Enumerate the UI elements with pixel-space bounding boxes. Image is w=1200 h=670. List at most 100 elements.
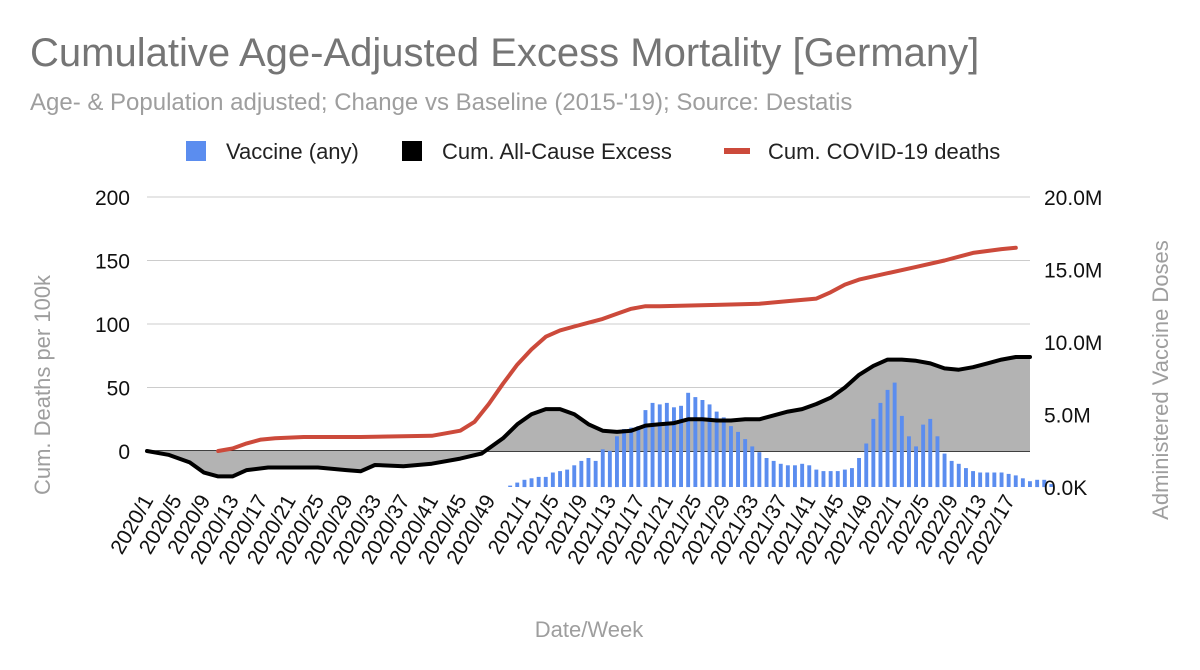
x-axis-title: Date/Week [535,617,644,642]
vaccine-bar [821,471,826,487]
vaccine-bar [921,424,926,487]
all-cause-area-fill [147,357,1030,477]
vaccine-bar [942,453,947,487]
vaccine-bar [771,460,776,487]
legend-swatch-vaccine [186,141,206,161]
vaccine-bars [508,382,1054,488]
left-tick-label: 200 [95,187,130,210]
vaccine-bar [593,460,598,487]
vaccine-bar [1049,484,1054,487]
legend-label-all-cause: Cum. All-Cause Excess [442,139,672,164]
vaccine-bar [935,436,940,488]
vaccine-bar [850,468,854,487]
right-tick-label: 0.0K [1044,477,1087,500]
vaccine-bar [743,439,748,487]
vaccine-bar [736,431,740,487]
vaccine-bar [636,426,641,487]
legend-item-all-cause[interactable]: Cum. All-Cause Excess [402,139,672,164]
vaccine-bar [764,458,769,487]
right-axis-title: Administered Vaccine Doses [1148,240,1173,520]
vaccine-bar [878,402,883,487]
vaccine-bar [700,400,705,487]
legend-item-vaccine[interactable]: Vaccine (any) [186,139,359,164]
right-tick-label: 10.0M [1044,332,1102,355]
vaccine-bar [999,472,1004,487]
vaccine-bar [1020,478,1025,487]
vaccine-bar [572,465,577,488]
vaccine-bar [857,458,861,487]
legend: Vaccine (any) Cum. All-Cause Excess Cum.… [186,139,1000,164]
vaccine-bar [985,472,990,487]
x-axis-ticks: 2020/12020/52020/92020/132020/172020/212… [106,491,1020,568]
vaccine-bar [729,426,733,487]
left-axis-ticks: 200 150 100 50 0 [95,187,130,464]
vaccine-bar [536,476,541,487]
vaccine-bar [885,389,890,487]
series-lines [145,245,1032,479]
vaccine-bar [714,411,719,487]
vaccine-bar [800,463,805,487]
vaccine-bar [907,436,911,488]
left-tick-label: 150 [95,251,130,274]
vaccine-bar [914,446,918,487]
vaccine-bar [871,418,876,487]
covid-deaths-line [216,245,1018,453]
vaccine-bar [1028,481,1032,487]
vaccine-bar [679,405,683,487]
all-cause-area [147,357,1030,477]
vaccine-bar [978,472,983,487]
vaccine-bar [814,469,819,487]
vaccine-bar [579,460,584,487]
vaccine-bar [828,471,833,487]
vaccine-bar [543,476,548,487]
vaccine-bar [664,402,669,487]
vaccine-bar [956,463,961,487]
vaccine-bar [778,463,783,487]
vaccine-bar [650,402,655,487]
vaccine-bar [607,450,612,488]
vaccine-bar [508,485,513,487]
legend-label-covid: Cum. COVID-19 deaths [768,139,1000,164]
vaccine-bar [949,460,954,487]
vaccine-bar [622,429,626,487]
vaccine-bar [1042,479,1047,488]
right-tick-label: 5.0M [1044,405,1091,428]
vaccine-bar [971,471,975,487]
vaccine-bar [565,469,570,487]
vaccine-bar [992,472,997,487]
vaccine-bar [707,404,712,487]
right-tick-label: 15.0M [1044,260,1102,283]
vaccine-bar [586,458,591,487]
vaccine-bar [750,446,755,487]
right-axis-ticks: 20.0M 15.0M 10.0M 5.0M 0.0K [1044,187,1102,500]
vaccine-bar [643,410,648,487]
vaccine-bar [657,404,662,487]
vaccine-bar [928,418,933,487]
vaccine-bar [693,397,698,487]
vaccine-bar [600,449,605,487]
legend-label-vaccine: Vaccine (any) [226,139,359,164]
vaccine-bar [615,436,619,488]
vaccine-bar [721,417,726,487]
vaccine-bar [1013,475,1018,487]
left-tick-label: 50 [107,378,130,401]
right-tick-label: 20.0M [1044,187,1102,210]
vaccine-bar [835,471,840,487]
vaccine-bar [899,415,904,487]
vaccine-bar [686,392,691,488]
vaccine-bar [1006,473,1011,487]
left-tick-label: 100 [95,314,130,337]
vaccine-bar [1035,479,1040,488]
chart-subtitle: Age- & Population adjusted; Change vs Ba… [30,89,852,116]
vaccine-bar [522,479,527,488]
vaccine-bar [892,382,897,487]
vaccine-bar [842,469,847,487]
vaccine-bar [550,472,555,487]
vaccine-bar [529,478,534,487]
legend-swatch-covid [724,148,750,154]
vaccine-bar [964,468,968,487]
vaccine-bar [785,465,790,488]
legend-item-covid[interactable]: Cum. COVID-19 deaths [724,139,1000,164]
left-axis-title: Cum. Deaths per 100k [30,274,55,495]
vaccine-bar [558,471,562,487]
